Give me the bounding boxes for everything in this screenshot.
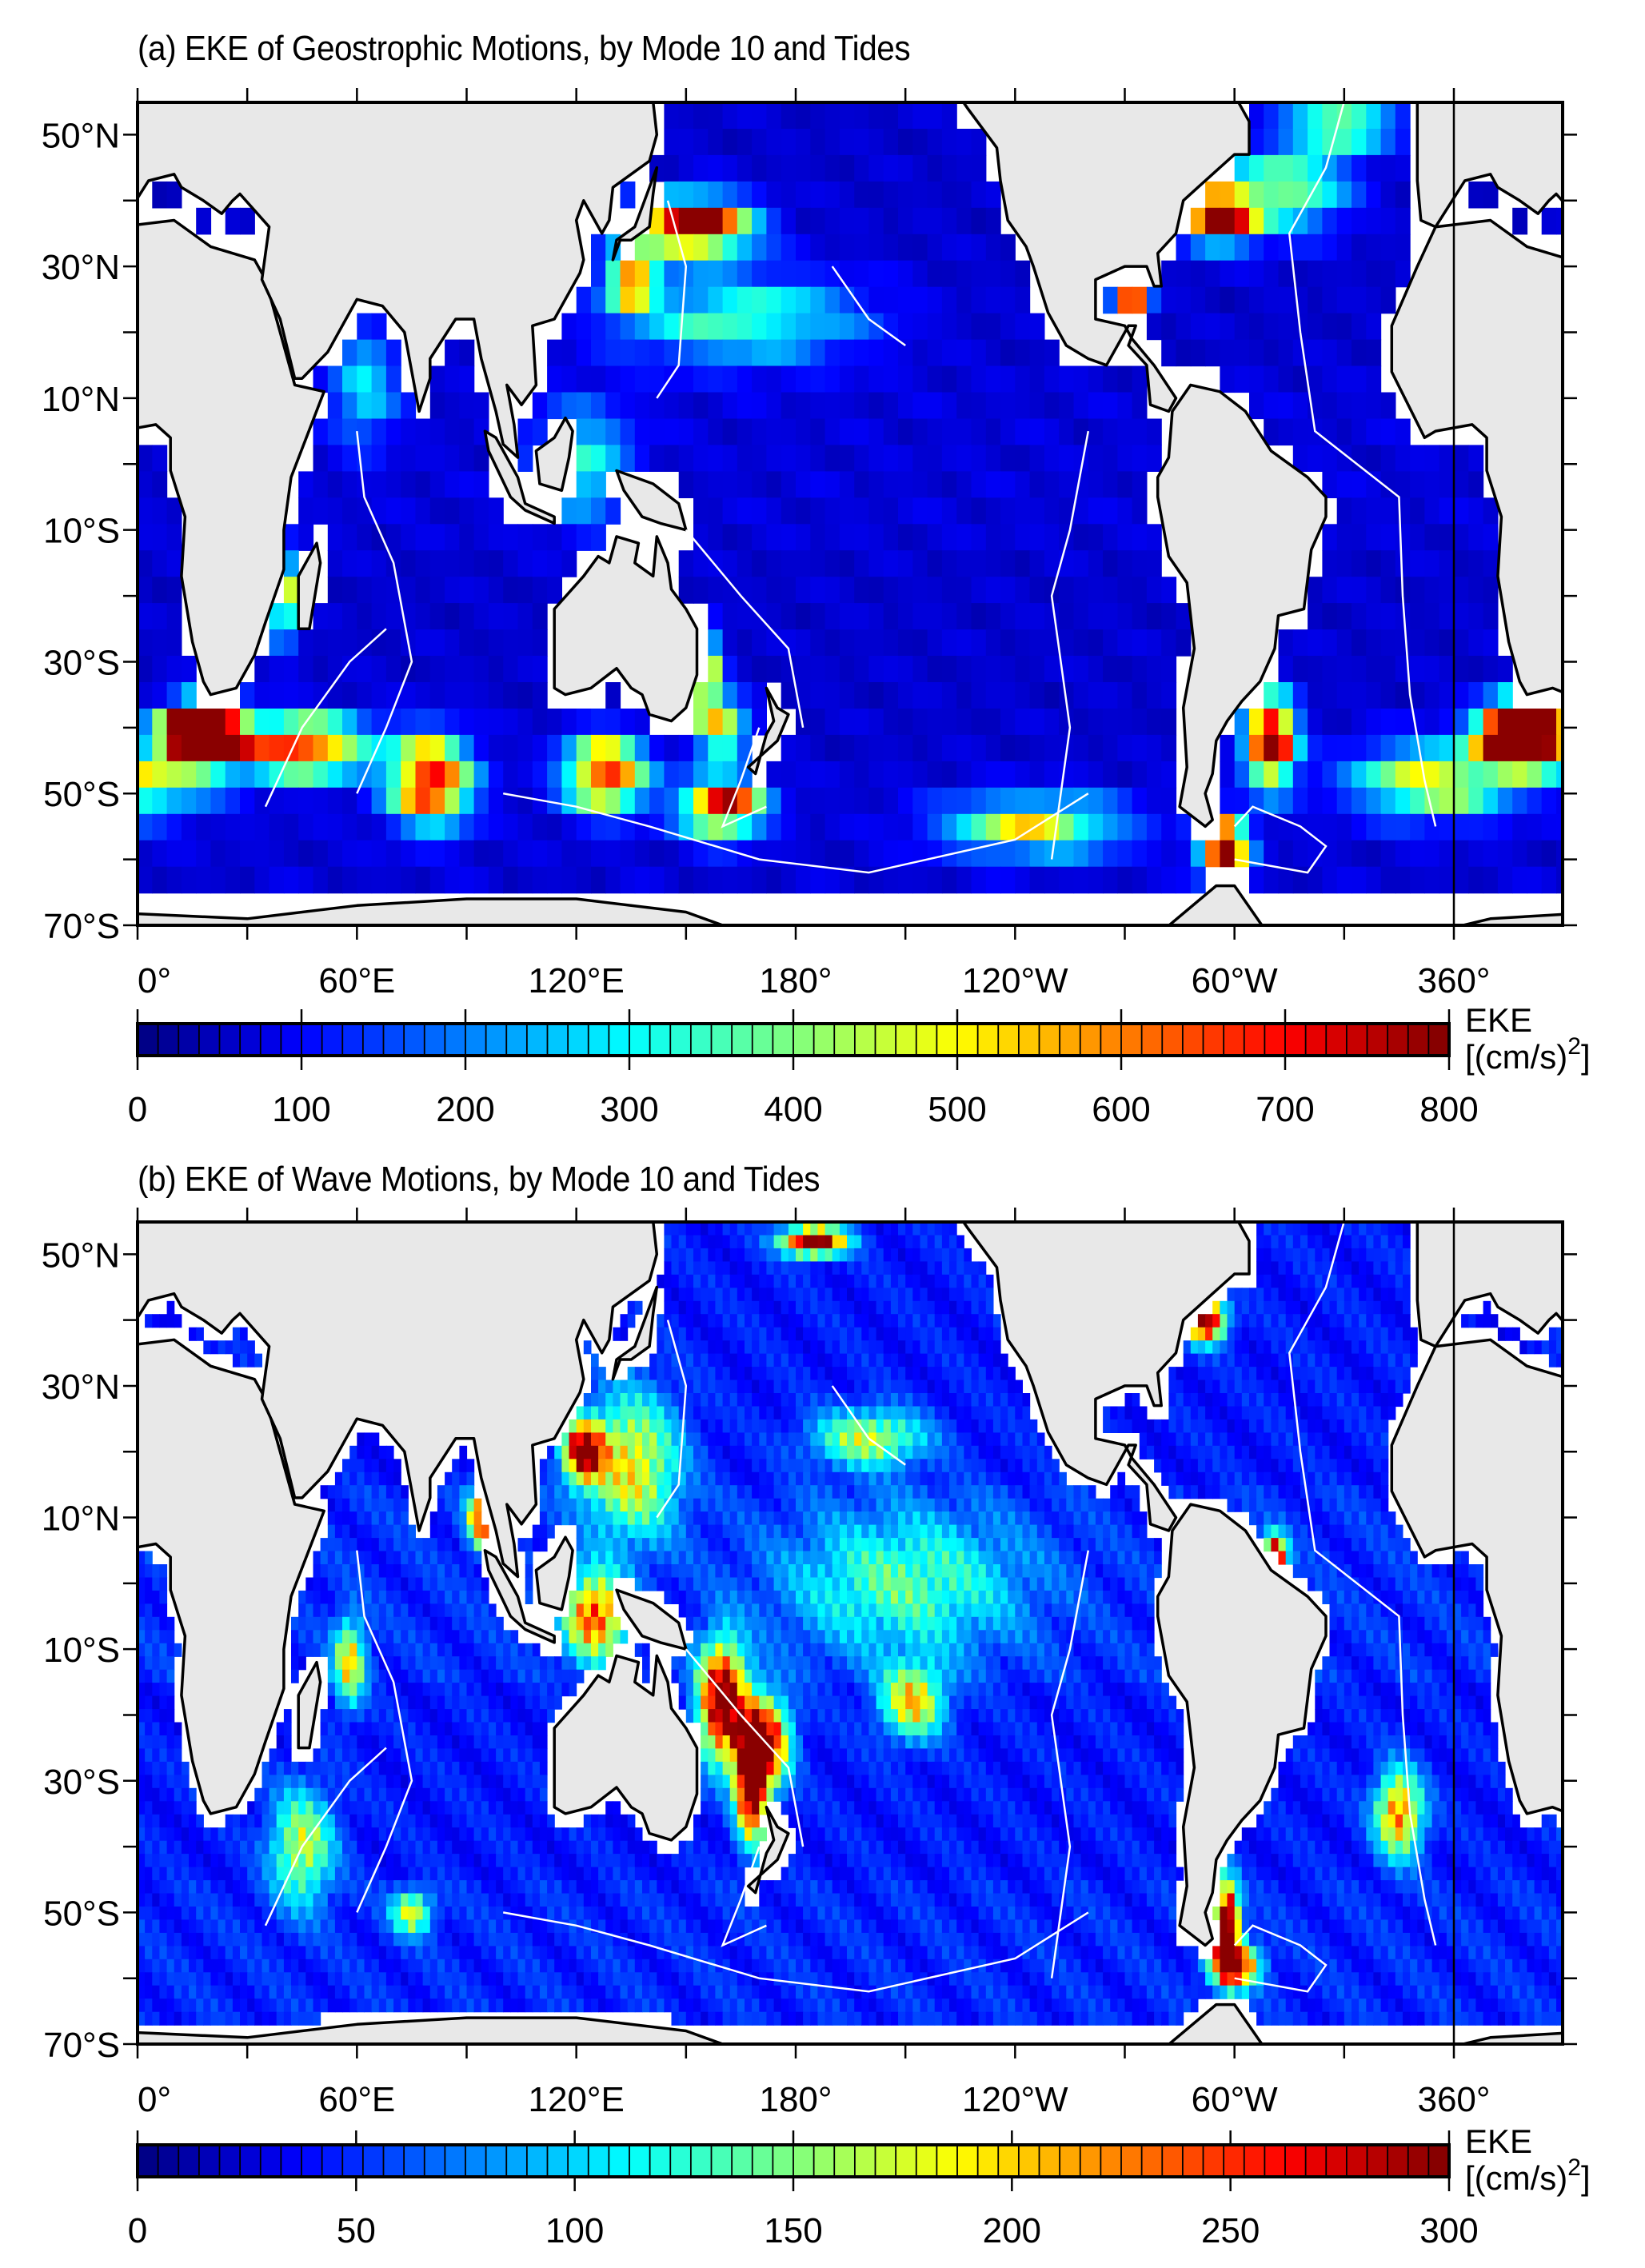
colorbar: 0 100 200 300 400 500 600 700 800 EKE[(cm/s)2] (128, 1001, 1591, 1129)
colorbar-tick-label: 100 (272, 1090, 330, 1129)
y-tick-label: 30°S (43, 643, 120, 682)
colorbar-tick-label: 200 (436, 1090, 494, 1129)
y-tick-label: 70°S (43, 907, 120, 946)
y-tick-label: 50°S (43, 775, 120, 814)
x-tick-label: 120°W (962, 2080, 1068, 2119)
bathymetry-contours (264, 102, 1437, 874)
x-tick-label: 60°E (318, 961, 395, 1000)
x-tick-label: 360° (1417, 961, 1490, 1000)
y-tick-label: 10°S (43, 1631, 120, 1670)
x-tick-label: 120°E (528, 961, 624, 1000)
x-tick-label: 60°W (1192, 2080, 1279, 2119)
colorbar-unit: [(cm/s)2] (1465, 1033, 1591, 1076)
y-tick-label: 10°N (42, 1499, 120, 1539)
x-tick-label: 120°W (962, 961, 1068, 1000)
colorbar-label: EKE (1465, 1001, 1532, 1039)
colorbar: 0 50 100 150 200 250 300 EKE[(cm/s)2] (128, 2122, 1591, 2250)
y-tick-label: 30°N (42, 248, 120, 287)
colorbar-tick-label: 300 (600, 1090, 658, 1129)
land-masses (138, 102, 1563, 925)
y-tick-label: 10°N (42, 380, 120, 419)
y-tick-label: 50°N (42, 1236, 120, 1275)
colorbar-tick-label: 600 (1092, 1090, 1150, 1129)
eke-heatmap (138, 102, 1563, 894)
y-tick-label: 70°S (43, 2026, 120, 2065)
y-tick-label: 50°S (43, 1894, 120, 1933)
x-tick-label: 360° (1417, 2080, 1490, 2119)
x-tick-label: 0° (138, 2080, 171, 2119)
x-tick-label: 0° (138, 961, 171, 1000)
colorbar-unit: [(cm/s)2] (1465, 2154, 1591, 2197)
colorbar-tick-label: 500 (928, 1090, 986, 1129)
panel-b-title: (b) EKE of Wave Motions, by Mode 10 and … (138, 1160, 821, 1199)
map-panel-a: 50°N 30°N 10°N 10°S 30°S 50°S 70°S 0° 60°E 120°E 1… (42, 88, 1591, 1129)
plot-frame (136, 1220, 1564, 2046)
bathymetry-contours (264, 1222, 1437, 1993)
colorbar-tick-label: 800 (1419, 1090, 1478, 1129)
colorbar-label: EKE (1465, 2122, 1532, 2160)
y-tick-label: 50°N (42, 116, 120, 155)
x-tick-label: 60°W (1192, 961, 1279, 1000)
y-tick-label: 30°S (43, 1763, 120, 1802)
colorbar-tick-label: 250 (1201, 2211, 1260, 2250)
colorbar-tick-label: 400 (764, 1090, 822, 1129)
colorbar-tick-label: 0 (128, 1090, 147, 1129)
panel-a-title: (a) EKE of Geostrophic Motions, by Mode … (138, 29, 911, 68)
y-tick-label: 30°N (42, 1368, 120, 1407)
colorbar-tick-label: 700 (1256, 1090, 1314, 1129)
eke-heatmap (138, 1222, 1563, 2026)
x-tick-label: 60°E (318, 2080, 395, 2119)
x-tick-label: 180° (759, 961, 832, 1000)
x-tick-label: 180° (759, 2080, 832, 2119)
colorbar-tick-label: 200 (983, 2211, 1041, 2250)
x-tick-label: 120°E (528, 2080, 624, 2119)
map-panel-b: 50°N 30°N 10°N 10°S 30°S 50°S 70°S 0° 60°E 120°E 1… (42, 1208, 1591, 2250)
colorbar-tick-label: 300 (1419, 2211, 1478, 2250)
y-tick-label: 10°S (43, 512, 120, 551)
plot-frame (136, 101, 1564, 927)
land-masses (138, 1222, 1563, 2044)
colorbar-tick-label: 100 (545, 2211, 604, 2250)
colorbar-tick-label: 50 (337, 2211, 376, 2250)
colorbar-tick-label: 0 (128, 2211, 147, 2250)
colorbar-tick-label: 150 (764, 2211, 822, 2250)
